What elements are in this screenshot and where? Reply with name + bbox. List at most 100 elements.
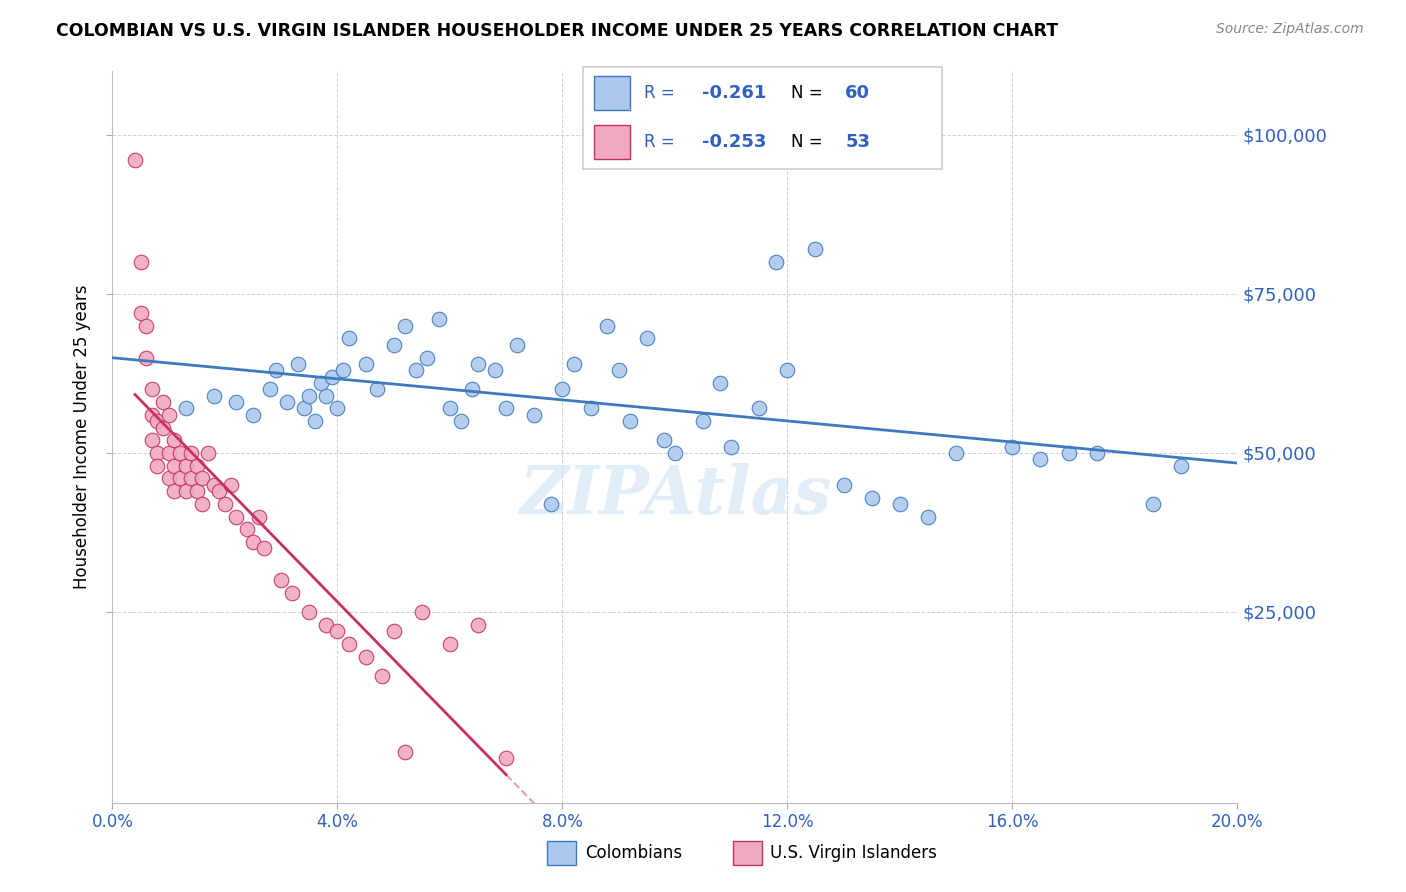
Point — [579, 401, 602, 416]
Text: R =: R = — [644, 84, 681, 102]
Point — [860, 491, 883, 505]
Point — [191, 471, 214, 485]
Point — [270, 573, 292, 587]
Point — [484, 363, 506, 377]
Point — [225, 509, 247, 524]
Text: Colombians: Colombians — [585, 844, 682, 862]
Point — [186, 484, 208, 499]
Point — [169, 471, 191, 485]
Point — [607, 363, 630, 377]
Point — [298, 605, 321, 619]
Point — [163, 484, 186, 499]
Point — [315, 389, 337, 403]
Point — [411, 605, 433, 619]
Text: 60: 60 — [845, 84, 870, 102]
Point — [264, 363, 287, 377]
Point — [202, 477, 225, 491]
Point — [129, 255, 152, 269]
Point — [304, 414, 326, 428]
Point — [174, 484, 197, 499]
Point — [180, 446, 202, 460]
Point — [1029, 452, 1052, 467]
Point — [141, 383, 163, 397]
Point — [461, 383, 484, 397]
Point — [129, 306, 152, 320]
Point — [152, 395, 174, 409]
Point — [366, 383, 388, 397]
Point — [141, 434, 163, 448]
Point — [321, 369, 343, 384]
Point — [439, 637, 461, 651]
Point — [135, 318, 157, 333]
Point — [495, 751, 517, 765]
Point — [1170, 458, 1192, 473]
Point — [253, 541, 276, 556]
Point — [242, 408, 264, 422]
Point — [326, 624, 349, 638]
Point — [174, 458, 197, 473]
Point — [562, 357, 585, 371]
Point — [405, 363, 427, 377]
Point — [540, 497, 562, 511]
Point — [135, 351, 157, 365]
Point — [889, 497, 911, 511]
Text: N =: N = — [792, 84, 828, 102]
Point — [276, 395, 298, 409]
Point — [596, 318, 619, 333]
Point — [169, 446, 191, 460]
Point — [146, 446, 169, 460]
Point — [1001, 440, 1024, 454]
Point — [337, 637, 360, 651]
Point — [765, 255, 787, 269]
Point — [287, 357, 309, 371]
Point — [506, 338, 529, 352]
Point — [186, 458, 208, 473]
Text: ZIPAtlas: ZIPAtlas — [519, 463, 831, 528]
Point — [371, 668, 394, 682]
Point — [152, 420, 174, 434]
Point — [202, 389, 225, 403]
Point — [692, 414, 714, 428]
Point — [354, 649, 377, 664]
Point — [636, 331, 658, 345]
Point — [214, 497, 236, 511]
Point — [709, 376, 731, 390]
Point — [141, 408, 163, 422]
Point — [292, 401, 315, 416]
Point — [467, 357, 489, 371]
Text: -0.253: -0.253 — [702, 133, 766, 152]
Point — [242, 535, 264, 549]
Point — [247, 509, 270, 524]
Bar — [595, 126, 630, 159]
Point — [427, 312, 450, 326]
Point — [163, 458, 186, 473]
FancyBboxPatch shape — [583, 67, 942, 169]
Bar — [733, 841, 762, 864]
Point — [332, 363, 354, 377]
Point — [551, 383, 574, 397]
Point — [804, 243, 827, 257]
Point — [298, 389, 321, 403]
Point — [450, 414, 472, 428]
Point — [146, 414, 169, 428]
Text: R =: R = — [644, 133, 681, 152]
Point — [467, 617, 489, 632]
Point — [163, 434, 186, 448]
Point — [174, 401, 197, 416]
Point — [720, 440, 742, 454]
Y-axis label: Householder Income Under 25 years: Householder Income Under 25 years — [73, 285, 91, 590]
Point — [337, 331, 360, 345]
Point — [281, 586, 304, 600]
Bar — [547, 841, 576, 864]
Point — [394, 745, 416, 759]
Point — [917, 509, 939, 524]
Point — [219, 477, 242, 491]
Point — [945, 446, 967, 460]
Point — [1057, 446, 1080, 460]
Point — [832, 477, 855, 491]
Point — [157, 446, 180, 460]
Point — [652, 434, 675, 448]
Point — [315, 617, 337, 632]
Point — [1142, 497, 1164, 511]
Point — [146, 458, 169, 473]
